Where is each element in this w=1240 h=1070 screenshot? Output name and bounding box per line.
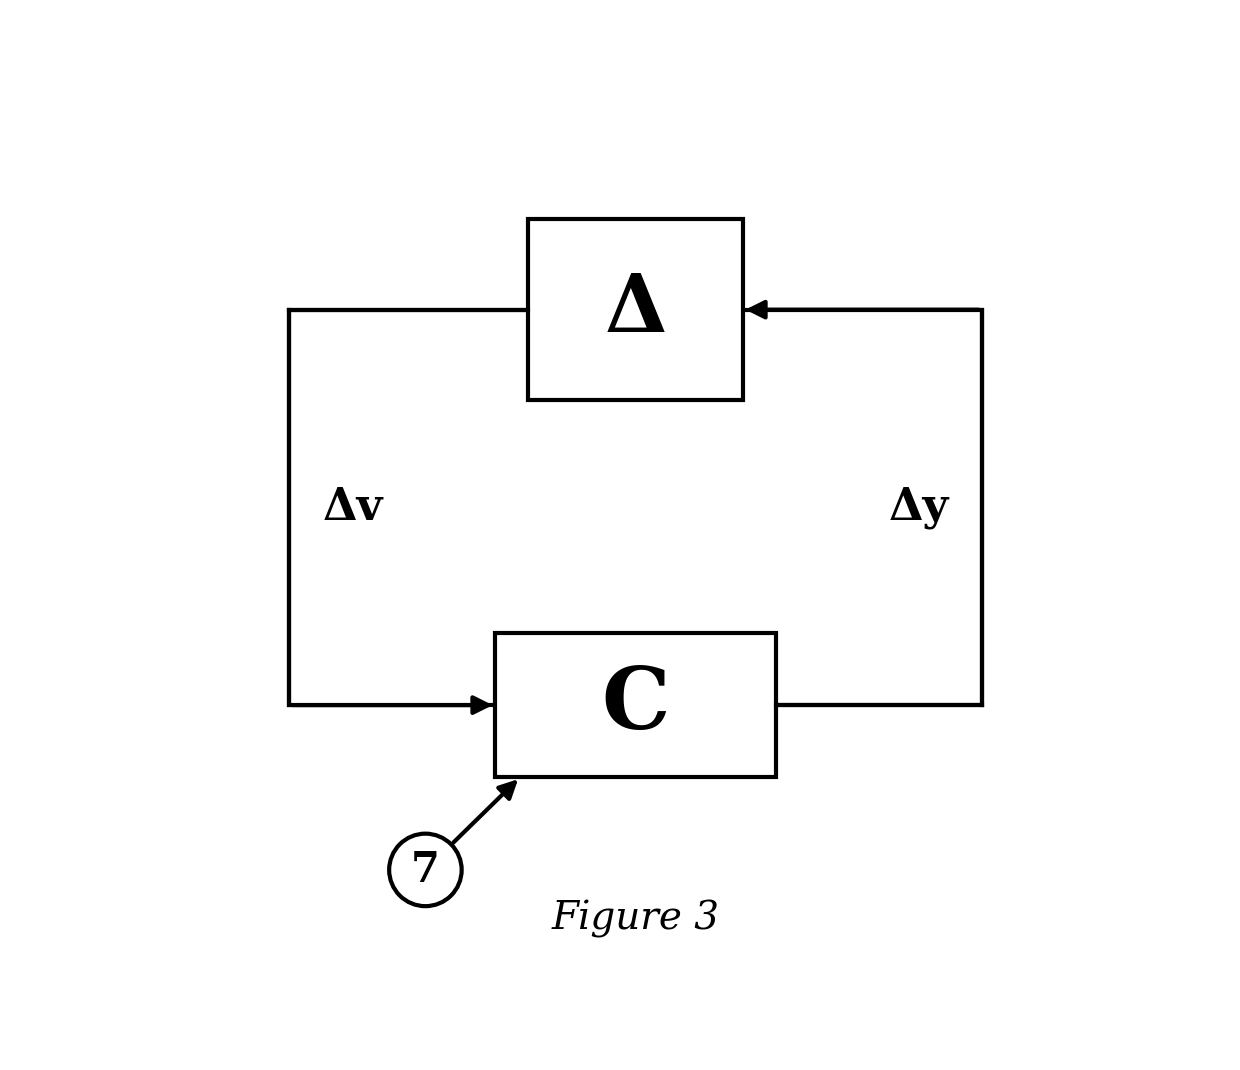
Text: Δ: Δ <box>604 271 667 349</box>
Text: Δy: Δy <box>888 486 949 529</box>
Bar <box>289 309 982 705</box>
Text: 7: 7 <box>410 849 440 891</box>
Text: C: C <box>601 663 670 747</box>
Bar <box>496 633 775 777</box>
Bar <box>528 219 743 400</box>
Text: Figure 3: Figure 3 <box>552 900 719 938</box>
Text: Δv: Δv <box>322 486 383 529</box>
Circle shape <box>389 834 461 906</box>
